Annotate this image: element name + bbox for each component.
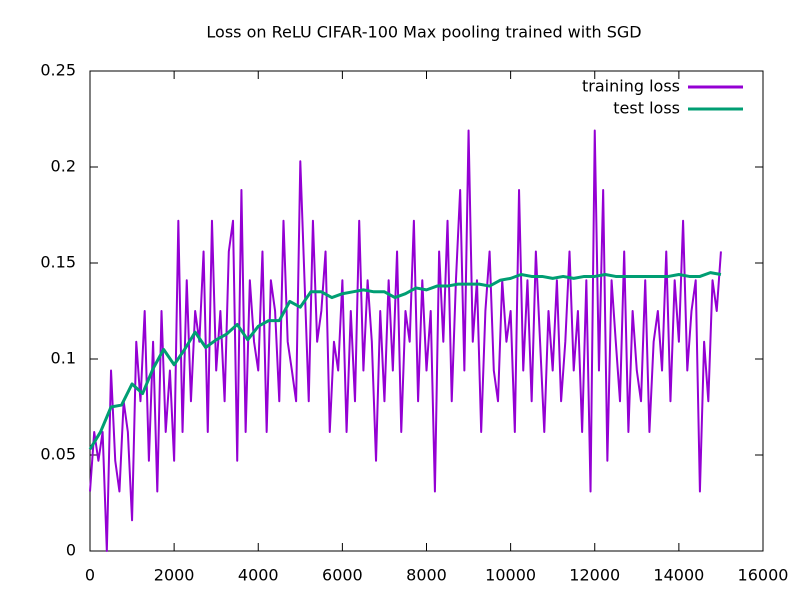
series-line — [88, 271, 722, 451]
x-tick-label: 16000 — [738, 566, 789, 585]
y-tick-label: 0.1 — [51, 349, 76, 368]
legend-label: test loss — [613, 99, 680, 118]
plot-frame — [89, 70, 764, 552]
x-tick-label: 0 — [85, 566, 95, 585]
chart-title: Loss on ReLU CIFAR-100 Max pooling train… — [206, 23, 641, 42]
x-tick-label: 8000 — [406, 566, 447, 585]
x-tick-label: 6000 — [322, 566, 363, 585]
x-tick-label: 14000 — [653, 566, 704, 585]
legend-label: training loss — [582, 77, 680, 96]
y-tick-label: 0.05 — [40, 445, 76, 464]
y-tick-label: 0.2 — [51, 157, 76, 176]
x-tick-label: 4000 — [238, 566, 279, 585]
x-tick-label: 2000 — [154, 566, 195, 585]
series-line — [89, 129, 722, 552]
y-tick-label: 0.25 — [40, 61, 76, 80]
x-tick-label: 10000 — [485, 566, 536, 585]
x-tick-label: 12000 — [569, 566, 620, 585]
y-tick-label: 0 — [66, 541, 76, 560]
y-tick-label: 0.15 — [40, 253, 76, 272]
